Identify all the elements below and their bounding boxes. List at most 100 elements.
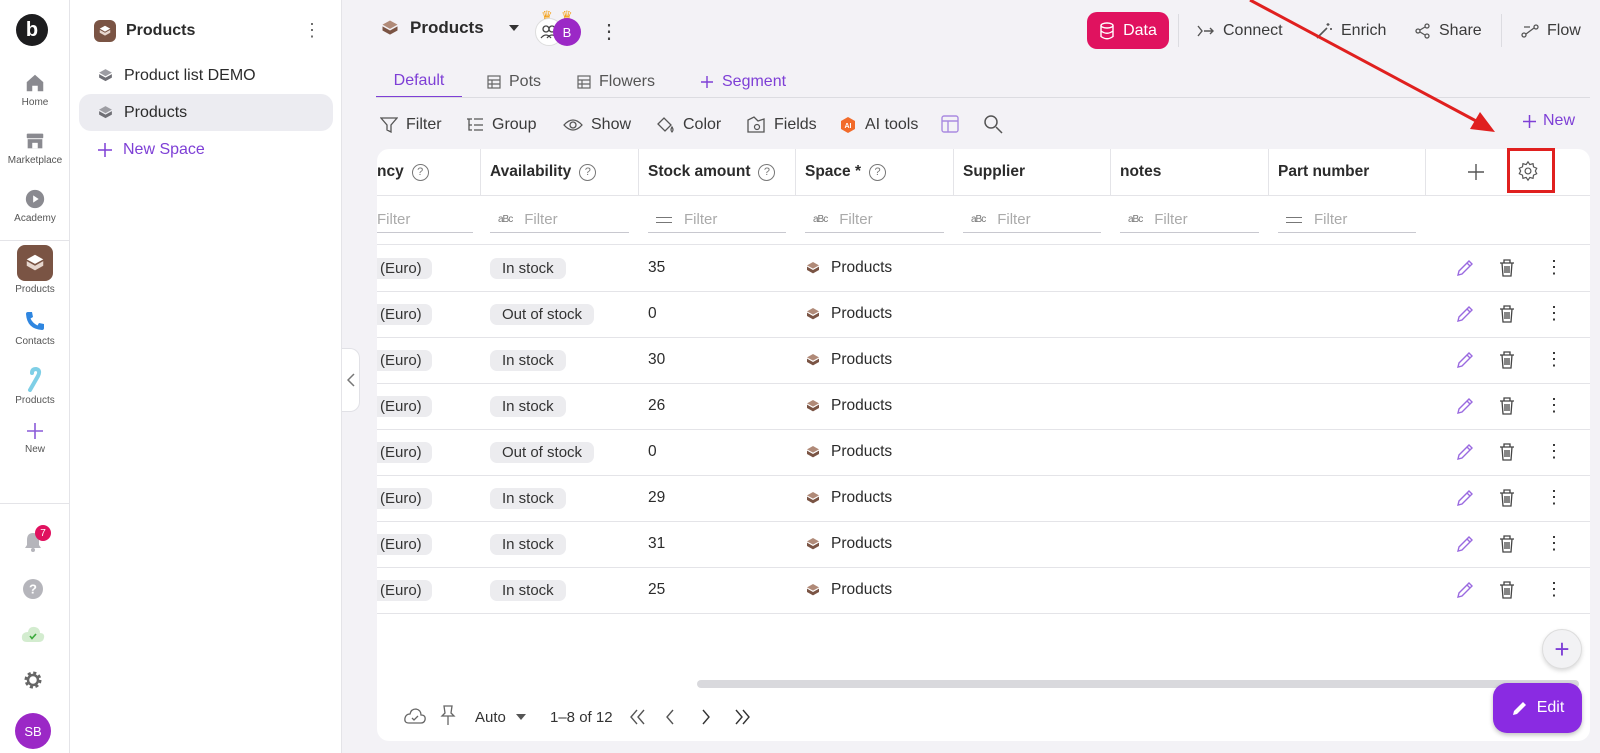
edit-pencil-icon[interactable]: [1455, 488, 1475, 508]
rail-item-home[interactable]: Home: [0, 72, 70, 108]
tab-segment[interactable]: Segment: [700, 66, 786, 98]
delete-trash-icon[interactable]: [1498, 488, 1516, 508]
last-page-icon[interactable]: [733, 709, 751, 725]
new-space-button[interactable]: New Space: [79, 131, 333, 168]
filter-input-part-number[interactable]: Filter: [1278, 207, 1416, 233]
table-settings-gear-icon[interactable]: [1517, 160, 1539, 182]
space-switcher[interactable]: Products: [380, 18, 520, 38]
table-row[interactable]: (Euro) Out of stock 0 Products ⋮: [377, 291, 1590, 338]
first-page-icon[interactable]: [629, 709, 647, 725]
row-more-icon[interactable]: ⋮: [1545, 579, 1563, 599]
filter-input-stock[interactable]: Filter: [648, 207, 786, 233]
column-header-notes[interactable]: notes: [1111, 149, 1269, 195]
column-header-part-number[interactable]: Part number: [1269, 149, 1426, 195]
layout-icon[interactable]: [940, 114, 960, 134]
row-more-icon[interactable]: ⋮: [1545, 349, 1563, 369]
tab-flowers[interactable]: Flowers: [577, 66, 655, 98]
column-header-currency[interactable]: ncy ?: [377, 149, 481, 195]
settings-gear-icon[interactable]: [21, 668, 45, 692]
pin-icon[interactable]: [440, 704, 456, 726]
column-header-stock-amount[interactable]: Stock amount ?: [639, 149, 796, 195]
table-row[interactable]: (Euro) In stock 25 Products ⋮: [377, 567, 1590, 614]
edit-pencil-icon[interactable]: [1455, 534, 1475, 554]
delete-trash-icon[interactable]: [1498, 258, 1516, 278]
previous-page-icon[interactable]: [665, 709, 675, 725]
collapse-panel-button[interactable]: [342, 348, 360, 412]
filter-input-notes[interactable]: aBc Filter: [1120, 207, 1259, 233]
help-icon[interactable]: ?: [579, 163, 597, 181]
rail-item-products-active[interactable]: Products: [0, 245, 70, 295]
connect-button[interactable]: Connect: [1197, 12, 1283, 49]
group-button[interactable]: Group: [466, 112, 536, 138]
column-header-availability[interactable]: Availability ?: [481, 149, 639, 195]
add-column-icon[interactable]: [1467, 163, 1485, 181]
space-item-products[interactable]: Products: [79, 94, 333, 131]
spaces-more-icon[interactable]: ⋮: [303, 20, 321, 40]
delete-trash-icon[interactable]: [1498, 396, 1516, 416]
table-row[interactable]: (Euro) In stock 29 Products ⋮: [377, 475, 1590, 522]
table-row[interactable]: (Euro) In stock 26 Products ⋮: [377, 383, 1590, 430]
rail-item-marketplace[interactable]: Marketplace: [0, 130, 70, 166]
edit-pencil-icon[interactable]: [1455, 580, 1475, 600]
edit-button[interactable]: Edit: [1493, 683, 1582, 733]
filter-input-space[interactable]: aBc Filter: [805, 207, 944, 233]
rail-item-academy[interactable]: Academy: [0, 188, 70, 224]
flow-button[interactable]: Flow: [1521, 12, 1581, 49]
table-row[interactable]: (Euro) In stock 30 Products ⋮: [377, 337, 1590, 384]
row-more-icon[interactable]: ⋮: [1545, 395, 1563, 415]
delete-trash-icon[interactable]: [1498, 350, 1516, 370]
rail-item-products-2[interactable]: Products: [0, 366, 70, 406]
edit-pencil-icon[interactable]: [1455, 258, 1475, 278]
row-height-select[interactable]: Auto: [475, 705, 526, 729]
column-header-supplier[interactable]: Supplier: [954, 149, 1111, 195]
help-icon[interactable]: ?: [411, 163, 429, 181]
row-more-icon[interactable]: ⋮: [1545, 441, 1563, 461]
row-more-icon[interactable]: ⋮: [1545, 533, 1563, 553]
fields-button[interactable]: Fields: [746, 112, 817, 138]
filter-input-availability[interactable]: aBc Filter: [490, 207, 629, 233]
header-more-icon[interactable]: ⋮: [599, 21, 619, 43]
cloud-sync-icon[interactable]: [20, 624, 46, 644]
row-more-icon[interactable]: ⋮: [1545, 487, 1563, 507]
new-record-button[interactable]: New: [1522, 112, 1575, 130]
rail-item-new[interactable]: New: [0, 421, 70, 455]
color-button[interactable]: Color: [655, 112, 721, 138]
edit-pencil-icon[interactable]: [1455, 442, 1475, 462]
delete-trash-icon[interactable]: [1498, 304, 1516, 324]
ai-tools-button[interactable]: AI AI tools: [839, 112, 918, 138]
collaborators[interactable]: ♛ ♛ B: [535, 8, 581, 46]
help-icon[interactable]: ?: [22, 578, 44, 600]
space-item-product-list-demo[interactable]: Product list DEMO: [79, 57, 333, 94]
delete-trash-icon[interactable]: [1498, 580, 1516, 600]
help-icon[interactable]: ?: [758, 163, 776, 181]
table-row[interactable]: (Euro) In stock 35 Products ⋮: [377, 245, 1590, 292]
filter-input-supplier[interactable]: aBc Filter: [963, 207, 1101, 233]
horizontal-scrollbar[interactable]: [697, 680, 1579, 688]
cloud-icon[interactable]: [403, 707, 427, 725]
show-button[interactable]: Show: [563, 112, 631, 138]
delete-trash-icon[interactable]: [1498, 442, 1516, 462]
user-avatar[interactable]: SB: [15, 713, 51, 749]
table-row[interactable]: (Euro) Out of stock 0 Products ⋮: [377, 429, 1590, 476]
enrich-button[interactable]: Enrich: [1315, 12, 1386, 49]
help-icon[interactable]: ?: [869, 163, 887, 181]
tab-default[interactable]: Default: [376, 66, 462, 98]
search-icon[interactable]: [983, 114, 1003, 134]
app-logo[interactable]: b: [16, 14, 48, 46]
data-button[interactable]: Data: [1087, 12, 1169, 49]
row-more-icon[interactable]: ⋮: [1545, 257, 1563, 277]
add-row-button[interactable]: +: [1542, 629, 1582, 669]
table-row[interactable]: (Euro) In stock 31 Products ⋮: [377, 521, 1590, 568]
edit-pencil-icon[interactable]: [1455, 304, 1475, 324]
rail-item-contacts[interactable]: Contacts: [0, 309, 70, 347]
tab-pots[interactable]: Pots: [487, 66, 541, 98]
edit-pencil-icon[interactable]: [1455, 350, 1475, 370]
delete-trash-icon[interactable]: [1498, 534, 1516, 554]
row-more-icon[interactable]: ⋮: [1545, 303, 1563, 323]
next-page-icon[interactable]: [701, 709, 711, 725]
filter-input-currency[interactable]: Filter: [377, 207, 473, 233]
share-button[interactable]: Share: [1415, 12, 1482, 49]
filter-button[interactable]: Filter: [380, 112, 442, 138]
edit-pencil-icon[interactable]: [1455, 396, 1475, 416]
column-header-space[interactable]: Space * ?: [796, 149, 954, 195]
